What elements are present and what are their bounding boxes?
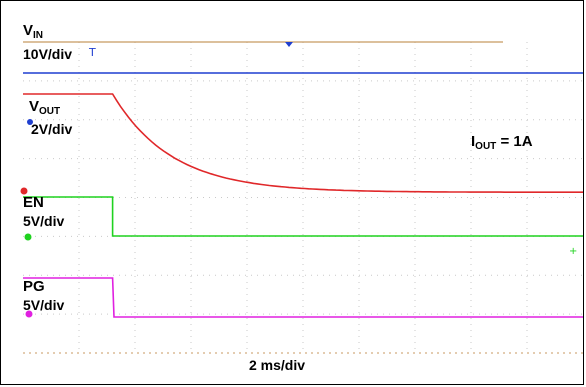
vin-label: VIN [23,22,44,41]
vin-cursor-icon: T [88,46,96,59]
en-trace [23,196,583,237]
iout-annotation: IOUT = 1A [471,133,533,152]
vout-scale-label: 2V/div [31,121,73,137]
vin-scale-label: 10V/div [23,46,73,62]
en-scale-label: 5V/div [23,213,65,229]
vout-ground-marker [20,187,28,195]
vin-ground-marker [27,119,33,125]
pg-ground-marker [25,310,33,318]
vout-trace [23,93,583,193]
en-label: EN [23,194,44,211]
en-ground-marker [24,233,32,241]
pg-scale-label: 5V/div [23,297,65,313]
pg-trace [23,277,583,318]
trigger-marker [285,42,293,47]
en-cursor-icon: + [569,246,577,257]
timebase-label: 2 ms/div [249,357,306,373]
vout-label: VOUT [29,98,61,117]
pg-label: PG [23,278,45,295]
